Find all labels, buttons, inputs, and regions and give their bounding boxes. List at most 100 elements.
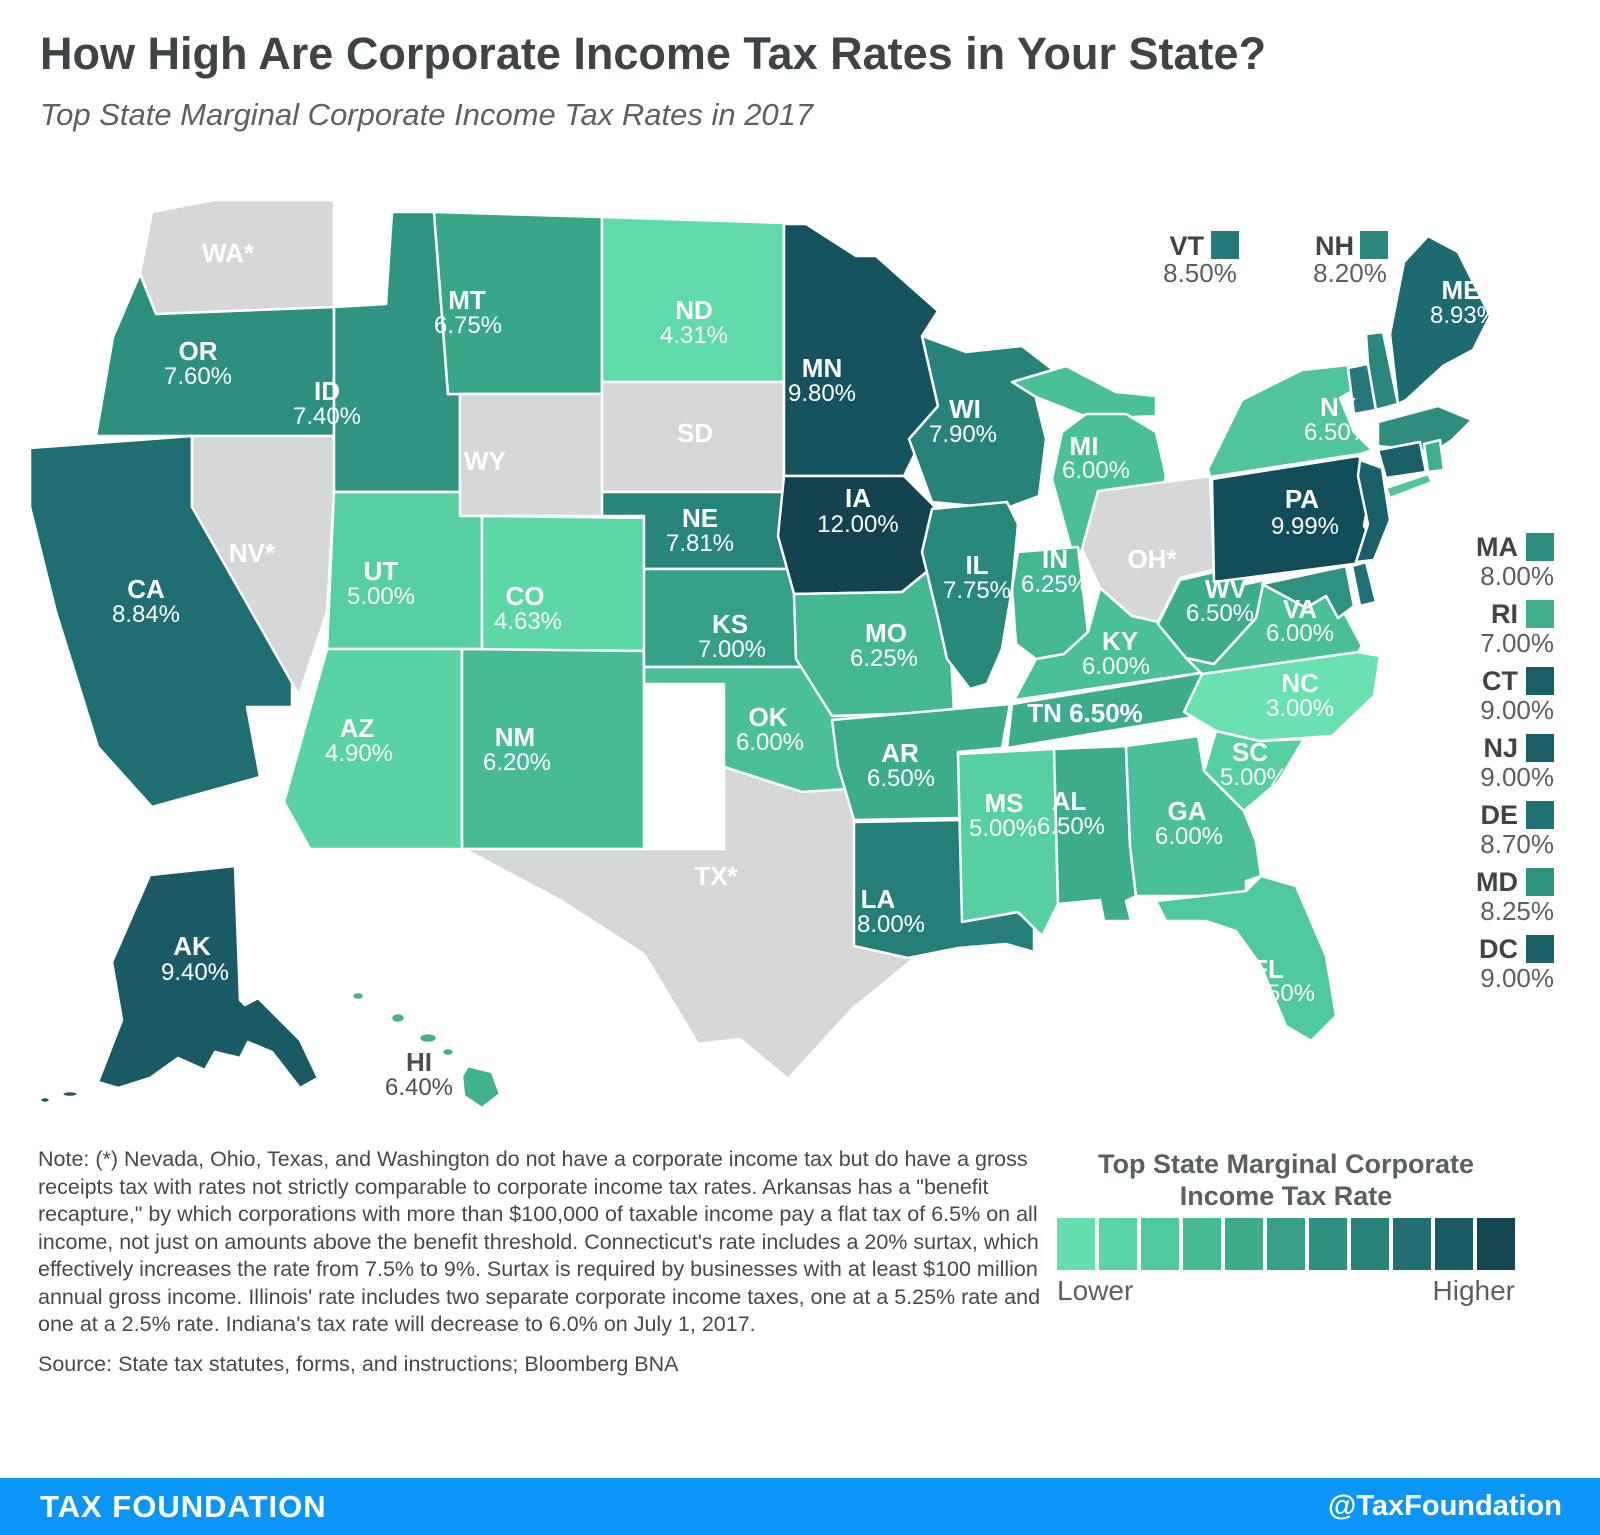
state-wi-rate: 7.90% (929, 421, 997, 448)
state-id-label: ID (314, 376, 340, 406)
callout-nh-label: NH (1315, 231, 1354, 261)
state-hi-island-4 (440, 1046, 456, 1058)
state-ut-rate: 5.00% (347, 583, 415, 610)
legend-title-line2: Income Tax Rate (1180, 1181, 1393, 1211)
state-ia-label: IA (845, 483, 871, 513)
state-ct (1376, 440, 1428, 480)
state-ak-aleutian-island-2 (38, 1095, 52, 1105)
state-wv-rate: 6.50% (1186, 600, 1254, 627)
state-fl-label: FL (1252, 954, 1284, 984)
callout-nj-rate: 9.00% (1480, 762, 1554, 792)
legend-swatch-2 (1099, 1218, 1137, 1270)
state-nv-label: NV* (229, 538, 276, 568)
callout-vt-label: VT (1169, 231, 1204, 261)
state-la-label: LA (861, 884, 896, 914)
state-mi-label: MI (1070, 431, 1099, 461)
state-hi-rate: 6.40% (385, 1074, 453, 1101)
state-sc-label: SC (1232, 737, 1268, 767)
callout-dc-rate: 9.00% (1480, 963, 1554, 993)
state-ga-rate: 6.00% (1155, 823, 1223, 850)
state-va-rate: 6.00% (1266, 620, 1334, 647)
state-me-label: ME (1442, 275, 1481, 305)
callout-dc-label: DC (1479, 934, 1518, 964)
state-tx-label: TX* (694, 861, 738, 891)
state-hi-island-2 (389, 1011, 407, 1025)
callout-de-rate: 8.70% (1480, 829, 1554, 859)
state-or-rate: 7.60% (164, 363, 232, 390)
state-ms (956, 747, 1060, 938)
callout-vt-swatch (1211, 231, 1239, 259)
state-hi-island-3 (417, 1031, 439, 1045)
state-wv-label: WV (1205, 574, 1248, 604)
callout-ct-swatch (1526, 667, 1554, 695)
legend-lower-label: Lower (1057, 1275, 1133, 1306)
callout-ri-label: RI (1491, 599, 1518, 629)
callout-ri-swatch (1526, 600, 1554, 628)
state-ks-rate: 7.00% (698, 636, 766, 663)
state-me-rate: 8.93% (1430, 302, 1498, 329)
state-sd-label: SD (677, 418, 713, 448)
state-md (1260, 564, 1356, 620)
state-mo-rate: 6.25% (850, 645, 918, 672)
state-ar-label: AR (881, 738, 919, 768)
state-ky-rate: 6.00% (1082, 653, 1150, 680)
state-mo-label: MO (865, 618, 907, 648)
state-ne-label: NE (682, 503, 718, 533)
state-nd-label: ND (675, 295, 713, 325)
brand-logo-text: TAX FOUNDATION (40, 1489, 327, 1524)
state-ak-label: AK (173, 931, 211, 961)
legend-swatch-7 (1309, 1218, 1347, 1270)
legend-swatch-9 (1393, 1218, 1431, 1270)
state-il-rate: 7.75% (943, 577, 1011, 604)
state-nh (1364, 330, 1400, 412)
state-il-label: IL (965, 550, 988, 580)
state-pa-rate: 9.99% (1271, 513, 1339, 540)
state-co-rate: 4.63% (494, 608, 562, 635)
state-oh-label: OH* (1127, 544, 1177, 574)
legend-swatch-6 (1267, 1218, 1305, 1270)
callout-ct-label: CT (1482, 666, 1518, 696)
state-ca-label: CA (127, 574, 165, 604)
state-ut-label: UT (364, 556, 399, 586)
state-ga-label: GA (1168, 796, 1207, 826)
state-mi-upper-peninsula (1010, 364, 1158, 421)
callout-dc-swatch (1526, 935, 1554, 963)
state-me (1388, 234, 1492, 406)
legend-title-line1: Top State Marginal Corporate (1098, 1149, 1474, 1179)
state-al-rate: 6.50% (1037, 813, 1105, 840)
footnote-text: Note: (*) Nevada, Ohio, Texas, and Washi… (38, 1147, 1041, 1336)
source-text: Source: State tax statutes, forms, and i… (38, 1352, 679, 1376)
state-nc-rate: 3.00% (1266, 695, 1334, 722)
legend-swatch-3 (1141, 1218, 1179, 1270)
state-nm-rate: 6.20% (483, 749, 551, 776)
callout-ma-swatch (1526, 533, 1554, 561)
state-ny-label: NY (1320, 392, 1356, 422)
legend-swatch-4 (1183, 1218, 1221, 1270)
state-wa-label: WA* (202, 238, 255, 268)
state-mn-label: MN (802, 353, 842, 383)
legend-higher-label: Higher (1433, 1275, 1515, 1306)
state-id-rate: 7.40% (293, 403, 361, 430)
state-ak-aleutian-island-1 (60, 1089, 80, 1099)
callout-nh-swatch (1360, 231, 1388, 259)
state-wi (907, 334, 1054, 511)
callout-md-rate: 8.25% (1480, 896, 1554, 926)
state-hi-label: HI (406, 1047, 432, 1077)
state-ut (325, 490, 484, 651)
callout-nj-label: NJ (1483, 733, 1518, 763)
state-va-label: VA (1283, 594, 1317, 624)
state-in-rate: 6.25% (1021, 571, 1089, 598)
legend-swatch-11 (1477, 1218, 1515, 1270)
state-ms-label: MS (985, 788, 1024, 818)
state-wy-label: WY (464, 446, 506, 476)
state-or-label: OR (179, 336, 218, 366)
state-hi-island-1 (350, 990, 366, 1002)
state-ny-long-island (1384, 472, 1434, 500)
page-title: How High Are Corporate Income Tax Rates … (40, 28, 1267, 79)
callout-de-swatch (1526, 801, 1554, 829)
state-ia-rate: 12.00% (817, 511, 898, 538)
legend-swatch-1 (1057, 1218, 1095, 1270)
state-mo (792, 564, 956, 718)
